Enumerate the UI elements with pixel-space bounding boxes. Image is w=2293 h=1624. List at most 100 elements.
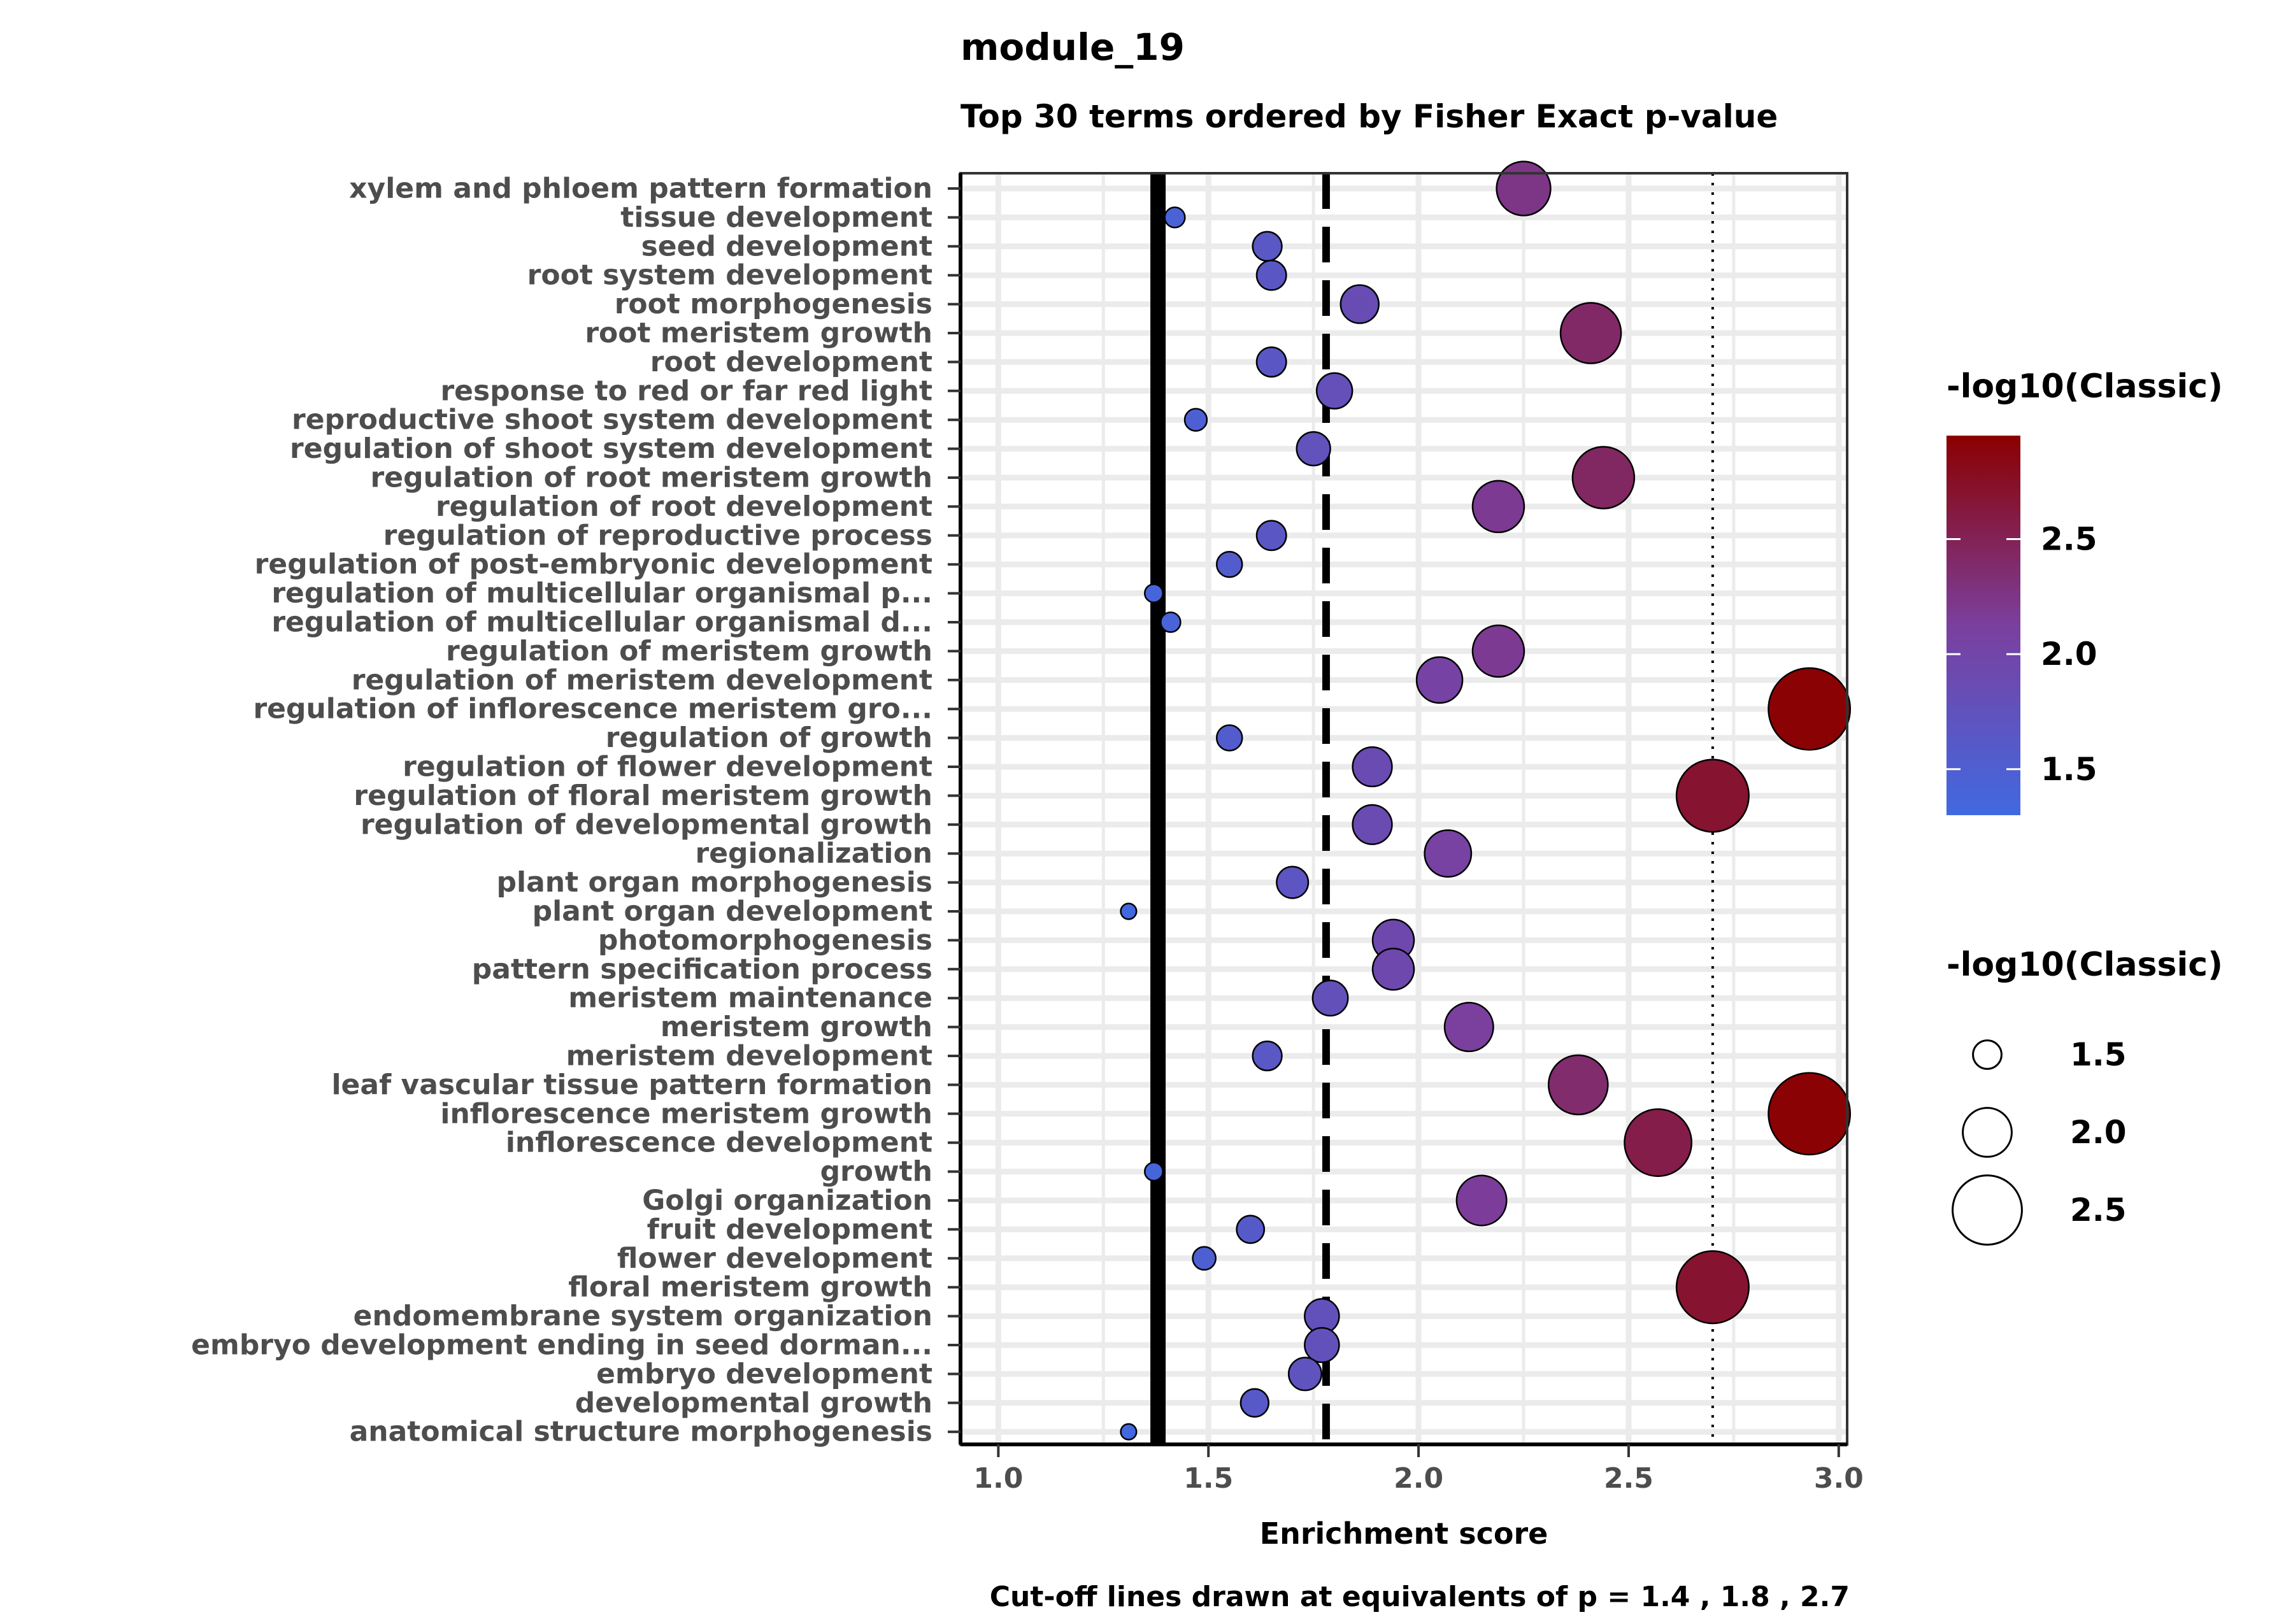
- y-tick-label: root meristem growth: [585, 317, 932, 350]
- y-tick-label: regulation of shoot system development: [290, 432, 932, 465]
- data-point: [1276, 865, 1310, 899]
- colorbar: [1947, 436, 2020, 815]
- size-legend: -log10(Classic) 1.5 2.0 2.5: [1947, 946, 2223, 1246]
- y-tick-label: fruit development: [647, 1213, 932, 1246]
- y-tick-label: regulation of flower development: [403, 751, 932, 783]
- x-tick-label: 2.5: [1604, 1462, 1654, 1495]
- data-point: [1315, 372, 1354, 410]
- color-legend-title: -log10(Classic): [1947, 367, 2223, 406]
- data-point: [1547, 1054, 1609, 1116]
- data-point: [1471, 480, 1525, 534]
- data-point: [1215, 550, 1243, 578]
- y-tick-label: meristem development: [566, 1040, 932, 1072]
- y-tick-label: regulation of reproductive process: [383, 519, 932, 552]
- data-point: [1252, 1040, 1283, 1072]
- data-point: [1296, 431, 1331, 467]
- data-point: [1287, 1357, 1322, 1392]
- data-points: [1120, 160, 1852, 1441]
- colorbar-tick-label: 2.0: [2041, 636, 2097, 673]
- size-legend-title: -log10(Classic): [1947, 946, 2223, 984]
- data-point: [1215, 724, 1243, 751]
- colorbar-tick-label: 2.5: [2041, 521, 2097, 558]
- data-point: [1304, 1327, 1340, 1364]
- chart-subtitle: Top 30 terms ordered by Fisher Exact p-v…: [961, 98, 1778, 135]
- y-tick-label: inflorescence development: [506, 1127, 932, 1159]
- data-point: [1160, 611, 1182, 633]
- y-tick-label: inflorescence meristem growth: [440, 1097, 932, 1130]
- data-point: [1255, 346, 1287, 378]
- y-tick-label: embryo development ending in seed dorman…: [191, 1329, 932, 1362]
- y-tick-label: xylem and phloem pattern formation: [349, 173, 932, 205]
- x-axis-title: Enrichment score: [1260, 1516, 1548, 1551]
- chart-title: module_19: [961, 25, 1185, 69]
- data-point: [1371, 948, 1415, 991]
- x-tick-label: 1.0: [973, 1462, 1023, 1495]
- y-tick-label: regulation of post-embryonic development: [255, 548, 932, 581]
- y-tick-label: leaf vascular tissue pattern formation: [331, 1069, 932, 1101]
- y-tick-label: regulation of floral meristem growth: [354, 780, 932, 812]
- data-point: [1143, 1162, 1164, 1182]
- y-tick-label: root morphogenesis: [615, 288, 932, 320]
- y-tick-label: regionalization: [696, 837, 933, 870]
- data-point: [1455, 1174, 1508, 1227]
- y-tick-label: regulation of multicellular organismal d…: [271, 606, 932, 639]
- data-point: [1252, 231, 1283, 262]
- data-point: [1120, 902, 1138, 920]
- data-point: [1424, 829, 1473, 878]
- size-legend-circle: [1952, 1174, 2023, 1246]
- y-tick-label: anatomical structure morphogenesis: [350, 1416, 932, 1448]
- y-tick-label: developmental growth: [575, 1386, 932, 1419]
- data-point: [1120, 1423, 1138, 1441]
- y-tick-label: tissue development: [620, 201, 932, 234]
- data-point: [1352, 746, 1393, 788]
- y-tick-label: plant organ morphogenesis: [497, 866, 933, 899]
- data-point: [1236, 1214, 1266, 1244]
- y-tick-label: embryo development: [596, 1358, 932, 1390]
- cutoff-lines: [1150, 173, 1714, 1444]
- y-tick-label: Golgi organization: [642, 1185, 932, 1217]
- data-point: [1675, 1250, 1750, 1325]
- data-point: [1443, 1002, 1494, 1053]
- data-point: [1624, 1108, 1693, 1178]
- data-point: [1768, 1072, 1852, 1156]
- data-point: [1164, 206, 1186, 229]
- y-tick-label: pattern specification process: [472, 953, 932, 985]
- data-point: [1559, 302, 1622, 364]
- data-point: [1255, 259, 1287, 291]
- y-axis-labels: xylem and phloem pattern formationtissue…: [191, 173, 961, 1448]
- y-tick-label: regulation of meristem growth: [446, 635, 932, 667]
- data-point: [1675, 759, 1750, 833]
- y-tick-label: regulation of root development: [436, 490, 932, 523]
- x-tick-label: 1.5: [1183, 1462, 1233, 1495]
- panel-frame: [959, 172, 1848, 1446]
- y-tick-label: growth: [820, 1155, 932, 1188]
- size-legend-circle: [1962, 1107, 2013, 1158]
- data-point: [1239, 1388, 1269, 1418]
- data-point: [1571, 446, 1636, 509]
- data-point: [1339, 284, 1380, 324]
- y-tick-label: meristem growth: [661, 1011, 932, 1043]
- data-point: [1768, 667, 1852, 751]
- y-tick-label: regulation of growth: [606, 722, 932, 754]
- size-legend-circle: [1972, 1039, 2003, 1070]
- data-point: [1143, 583, 1164, 604]
- y-tick-label: plant organ development: [532, 895, 932, 928]
- y-tick-label: flower development: [617, 1242, 932, 1274]
- y-tick-label: regulation of inflorescence meristem gro…: [253, 693, 932, 725]
- data-point: [1192, 1246, 1217, 1271]
- x-tick-label: 2.0: [1394, 1462, 1443, 1495]
- colorbar-tick-label: 1.5: [2041, 751, 2097, 788]
- data-point: [1352, 804, 1393, 845]
- y-tick-label: response to red or far red light: [440, 374, 932, 407]
- y-tick-label: reproductive shoot system development: [292, 404, 932, 436]
- y-tick-label: regulation of meristem development: [352, 664, 932, 696]
- y-tick-label: root system development: [527, 259, 932, 292]
- y-tick-label: floral meristem growth: [568, 1271, 932, 1304]
- size-legend-label: 2.0: [2070, 1114, 2127, 1151]
- color-legend: -log10(Classic) 1.5 2.0 2.5: [1947, 367, 2223, 815]
- x-tick-label: 3.0: [1814, 1462, 1864, 1495]
- y-tick-label: regulation of multicellular organismal p…: [271, 577, 932, 609]
- y-tick-label: root development: [650, 346, 932, 378]
- data-point: [1496, 160, 1552, 217]
